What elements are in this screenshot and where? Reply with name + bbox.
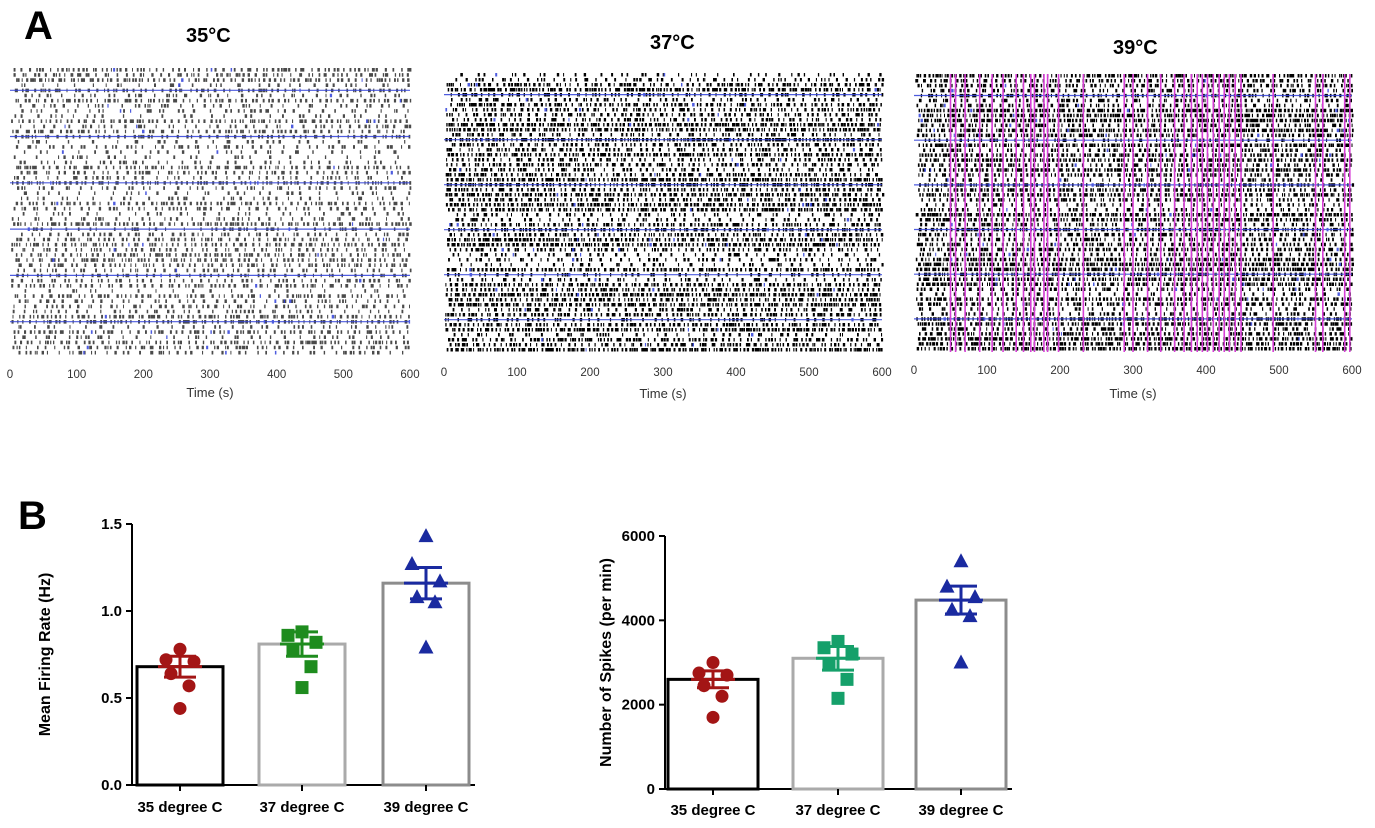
panel-label-a: A	[24, 4, 53, 48]
raster-x-tick-label: 100	[67, 369, 86, 381]
raster-x-tick-label: 300	[653, 367, 672, 379]
y-tick-label: 2000	[622, 697, 655, 714]
raster-x-tick-label: 600	[400, 369, 419, 381]
y-tick-label: 4000	[622, 612, 655, 629]
raster-x-axis-label: Time (s)	[639, 386, 686, 401]
raster-x-axis-label: Time (s)	[186, 385, 233, 400]
raster-x-tick-label: 200	[134, 369, 153, 381]
data-point	[164, 667, 178, 681]
data-point	[286, 642, 300, 656]
raster-x-tick-label: 300	[200, 369, 219, 381]
data-point	[706, 710, 720, 724]
data-point	[281, 628, 295, 642]
data-point	[953, 553, 969, 568]
raster-x-tick-label: 200	[580, 367, 599, 379]
data-point	[939, 578, 955, 593]
spike-count-chart: 0 2000 4000 6000 Number of Spikes (per min) 3…	[598, 528, 1012, 819]
data-point	[831, 634, 845, 648]
raster-x-tick-label: 600	[872, 367, 891, 379]
data-point	[953, 654, 969, 669]
data-point	[831, 691, 845, 705]
data-point	[187, 654, 201, 668]
bar-2	[257, 642, 347, 787]
raster-title-35: 35°C	[186, 25, 231, 47]
x-category-label: 39 degree C	[383, 799, 468, 816]
bar-3	[381, 581, 471, 787]
data-point	[845, 647, 859, 661]
y-tick-label: 0.5	[101, 690, 122, 707]
data-point	[295, 625, 309, 639]
data-point	[715, 689, 729, 703]
x-category-label: 35 degree C	[137, 799, 222, 816]
data-point	[418, 528, 434, 543]
bar-2	[791, 656, 885, 791]
data-point	[967, 589, 983, 604]
data-point	[182, 679, 196, 693]
data-point	[720, 668, 734, 682]
y-tick-label: 0	[647, 781, 655, 798]
data-point	[295, 681, 309, 695]
data-point	[159, 653, 173, 667]
data-point	[173, 701, 187, 715]
data-point	[418, 639, 434, 654]
raster-x-tick-label: 400	[726, 367, 745, 379]
y-axis-label: Number of Spikes (per min)	[598, 558, 615, 767]
raster-title-39: 39°C	[1113, 37, 1158, 59]
x-category-label: 39 degree C	[918, 802, 1003, 819]
raster-39: 0 100 200 300 400 500 600 Time (s)	[911, 74, 1362, 401]
x-category-label: 37 degree C	[259, 799, 344, 816]
data-point	[706, 656, 720, 669]
data-point	[409, 589, 425, 604]
bar-1	[135, 665, 225, 787]
data-point	[304, 660, 318, 674]
bar-1	[666, 677, 760, 791]
data-point	[692, 666, 706, 680]
data-point	[817, 641, 831, 655]
raster-x-tick-label: 200	[1050, 365, 1069, 377]
raster-spikes	[445, 73, 885, 352]
raster-x-tick-label: 100	[507, 367, 526, 379]
raster-x-tick-label: 100	[977, 365, 996, 377]
mean-firing-rate-chart: 0.0 0.5 1.0 1.5 Mean Firing Rate (Hz) 35 degr…	[37, 516, 475, 816]
data-point	[309, 635, 323, 649]
y-tick-label: 1.0	[101, 603, 122, 620]
data-point	[944, 601, 960, 616]
y-tick-label: 0.0	[101, 777, 122, 794]
x-category-label: 37 degree C	[795, 802, 880, 819]
raster-x-tick-label: 0	[7, 369, 13, 381]
raster-x-tick-label: 0	[441, 367, 447, 379]
y-tick-label: 6000	[622, 528, 655, 545]
data-point	[432, 573, 448, 588]
raster-x-tick-label: 500	[799, 367, 818, 379]
raster-x-tick-label: 400	[1196, 365, 1215, 377]
data-point	[822, 658, 836, 672]
raster-x-tick-label: 400	[267, 369, 286, 381]
raster-title-37: 37°C	[650, 32, 695, 54]
raster-plots: 0 100 200 300 400 500 600 Time (s) 0 100 200 300 40…	[7, 68, 1362, 401]
panel-label-b: B	[18, 494, 47, 538]
raster-x-tick-label: 600	[1342, 365, 1361, 377]
raster-x-tick-label: 500	[1269, 365, 1288, 377]
bar-3	[914, 598, 1008, 791]
raster-spikes	[915, 74, 1355, 351]
x-category-label: 35 degree C	[670, 802, 755, 819]
raster-x-axis-label: Time (s)	[1109, 386, 1156, 401]
data-point	[173, 642, 187, 656]
raster-35: 0 100 200 300 400 500 600 Time (s)	[7, 68, 420, 400]
raster-37: 0 100 200 300 400 500 600 Time (s)	[441, 73, 892, 401]
raster-spikes	[11, 68, 412, 355]
data-point	[427, 594, 443, 609]
data-point	[840, 672, 854, 686]
y-tick-label: 1.5	[101, 516, 122, 533]
raster-x-tick-label: 300	[1123, 365, 1142, 377]
y-axis-label: Mean Firing Rate (Hz)	[37, 573, 54, 737]
data-point	[962, 608, 978, 623]
data-point	[697, 679, 711, 693]
raster-x-tick-label: 0	[911, 365, 917, 377]
raster-x-tick-label: 500	[334, 369, 353, 381]
data-point	[404, 556, 420, 571]
